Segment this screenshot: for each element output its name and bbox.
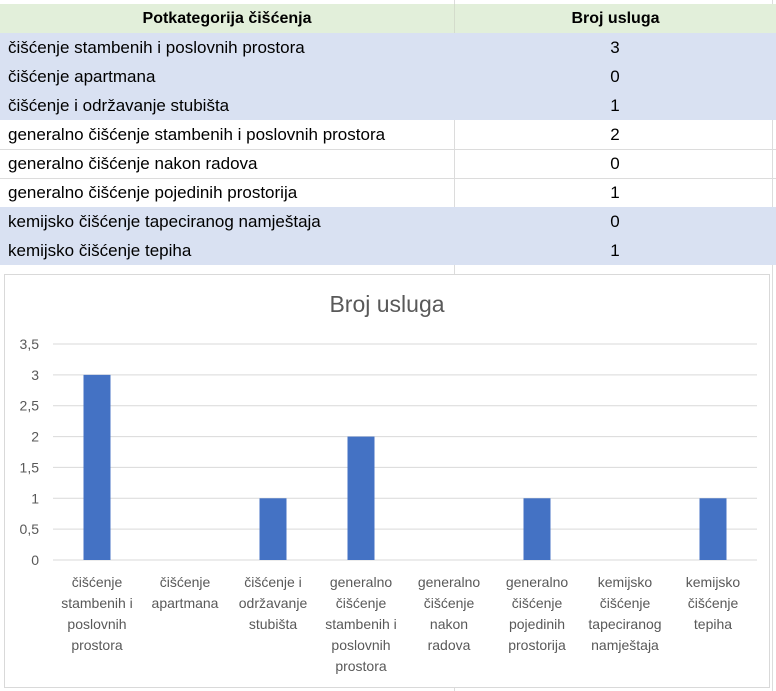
table-row: kemijsko čišćenje tapeciranog namještaja…	[0, 207, 776, 236]
table-row: čišćenje i održavanje stubišta 1	[0, 91, 776, 120]
category-cell[interactable]: kemijsko čišćenje tapeciranog namještaja	[8, 212, 321, 231]
x-category-label: generalno čišćenje stambenih i poslovnih pro…	[317, 572, 405, 677]
x-category-label: čišćenje apartmana	[141, 572, 229, 614]
x-category-label-line: poslovnih	[67, 616, 127, 632]
table-row: generalno čišćenje nakon radova 0	[0, 149, 776, 179]
bar[interactable]	[83, 374, 111, 560]
x-category-label-line: čišćenje i	[244, 574, 302, 590]
x-category-label: čišćenje i održavanje stubišta	[229, 572, 317, 635]
x-category-label-line: generalno	[505, 574, 569, 590]
category-cell[interactable]: čišćenje stambenih i poslovnih prostora	[8, 38, 305, 57]
y-tick-label: 1	[31, 490, 39, 506]
x-category-label-line: prostorija	[508, 637, 566, 653]
x-category-label-line: čišćenje	[599, 595, 651, 611]
x-category-label-line: pojedinih	[508, 616, 566, 632]
x-category-label-line: čišćenje	[71, 574, 123, 590]
x-category-label: kemijsko čišćenje tepiha	[669, 572, 757, 635]
x-category-label-line: prostora	[335, 658, 387, 674]
y-tick-label: 2	[31, 429, 39, 445]
category-cell[interactable]: čišćenje apartmana	[8, 67, 156, 86]
category-cell[interactable]: čišćenje i održavanje stubišta	[8, 96, 230, 115]
x-category-label: generalno čišćenje nakon radova	[405, 572, 493, 656]
count-cell[interactable]: 1	[610, 96, 620, 115]
y-tick-label: 1,5	[20, 459, 40, 475]
x-category-label-line: generalno	[417, 574, 481, 590]
category-cell[interactable]: generalno čišćenje stambenih i poslovnih…	[8, 125, 386, 144]
x-category-label-line: čišćenje	[687, 595, 739, 611]
x-category-label-line: tapeciranog	[588, 616, 662, 632]
count-cell[interactable]: 0	[610, 212, 620, 231]
x-category-label-line: poslovnih	[331, 637, 391, 653]
table-row: čišćenje apartmana 0	[0, 62, 776, 91]
category-cell[interactable]: generalno čišćenje nakon radova	[8, 154, 258, 173]
table-header-row: Potkategorija čišćenja Broj usluga	[0, 4, 776, 33]
x-category-label-line: stubišta	[248, 616, 298, 632]
count-cell[interactable]: 1	[610, 183, 620, 202]
x-category-label-line: apartmana	[151, 595, 219, 611]
category-cell[interactable]: generalno čišćenje pojedinih prostorija	[8, 183, 298, 202]
table-row: generalno čišćenje stambenih i poslovnih…	[0, 120, 776, 150]
count-cell[interactable]: 0	[610, 67, 620, 86]
x-category-label-line: tepiha	[693, 616, 733, 632]
x-category-label-line: kemijsko	[685, 574, 741, 590]
y-tick-label: 0	[31, 552, 39, 568]
bar[interactable]	[259, 498, 287, 560]
table-row: kemijsko čišćenje tepiha 1	[0, 236, 776, 265]
x-category-label: generalno čišćenje pojedinih prostorija	[493, 572, 581, 656]
x-category-label-line: namještaja	[591, 637, 659, 653]
x-category-label: čišćenje stambenih i poslovnih prostora	[53, 572, 141, 656]
x-category-label-line: čišćenje	[511, 595, 563, 611]
header-category[interactable]: Potkategorija čišćenja	[142, 10, 312, 27]
y-tick-label: 0,5	[20, 521, 40, 537]
y-tick-label: 3	[31, 367, 39, 383]
y-tick-label: 2,5	[20, 398, 40, 414]
x-category-label-line: čišćenje	[335, 595, 387, 611]
x-category-label-line: kemijsko	[597, 574, 653, 590]
header-count[interactable]: Broj usluga	[454, 4, 776, 33]
y-tick-label: 3,5	[20, 336, 40, 352]
bar[interactable]	[523, 498, 551, 560]
chart-plot-area: 0 0,5 1 1,5 2 2,5 3 3,5	[20, 336, 757, 568]
x-category-label-line: čišćenje	[159, 574, 211, 590]
x-category-label-line: stambenih i	[61, 595, 133, 611]
x-category-label-line: radova	[427, 637, 471, 653]
x-category-label-line: nakon	[429, 616, 469, 632]
table-row: čišćenje stambenih i poslovnih prostora 3	[0, 33, 776, 62]
bar[interactable]	[699, 498, 727, 560]
chart-title: Broj usluga	[329, 291, 445, 317]
x-category-label: kemijsko čišćenje tapeciranog namještaja	[581, 572, 669, 656]
x-category-label-line: čišćenje	[423, 595, 475, 611]
count-cell[interactable]: 0	[610, 154, 620, 173]
count-cell[interactable]: 1	[610, 241, 620, 260]
x-category-label-line: održavanje	[238, 595, 308, 611]
x-category-label-line: prostora	[71, 637, 123, 653]
x-category-label-line: stambenih i	[325, 616, 397, 632]
category-cell[interactable]: kemijsko čišćenje tepiha	[8, 241, 192, 260]
table-row: generalno čišćenje pojedinih prostorija 1	[0, 178, 776, 208]
count-cell[interactable]: 3	[610, 38, 620, 57]
bar[interactable]	[347, 436, 375, 560]
x-category-label-line: generalno	[329, 574, 393, 590]
count-cell[interactable]: 2	[610, 125, 620, 144]
bar-chart[interactable]: Broj usluga 0 0,5 1 1,5 2 2,5 3 3,5 čišćenje sta…	[4, 274, 770, 688]
